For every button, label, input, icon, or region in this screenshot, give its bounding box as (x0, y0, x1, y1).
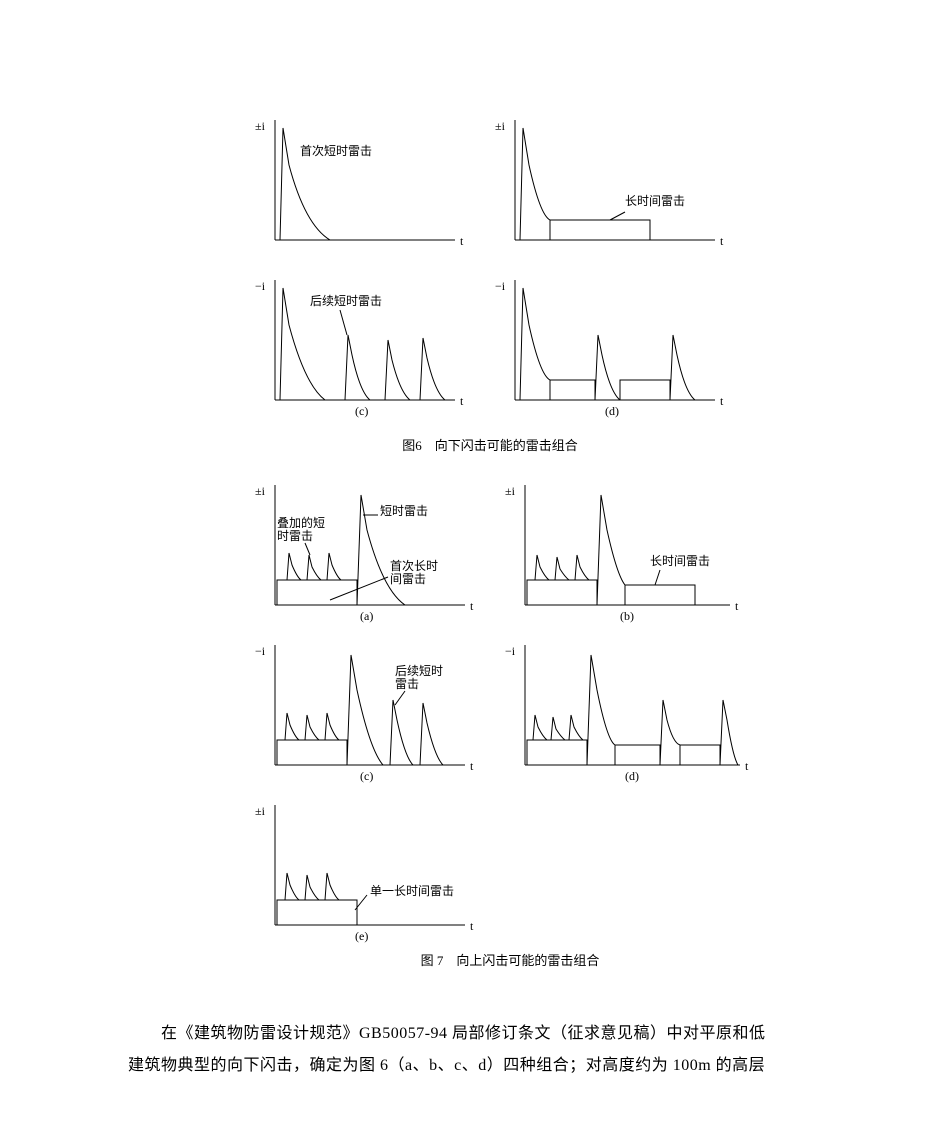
fig7c-sub: (c) (360, 769, 373, 783)
fig6c-label1: 后续短时雷击 (310, 294, 382, 308)
figure-6-svg: ±i t 首次短时雷击 ±i t 长时间雷击 −i (235, 110, 735, 460)
fig6d-ylabel: −i (495, 279, 506, 293)
fig6d-sub: (d) (605, 404, 619, 418)
fig7a-label2: 短时雷击 (380, 504, 428, 518)
fig7b-ylabel: ±i (505, 484, 516, 498)
fig7a-xlabel: t (470, 599, 474, 613)
fig6a-xlabel: t (460, 234, 464, 248)
figure-6-caption: 图6 向下闪击可能的雷击组合 (330, 435, 650, 454)
fig6d-xlabel: t (720, 394, 724, 408)
fig7c-label1-l2: 雷击 (395, 677, 419, 691)
fig6a-ylabel: ±i (255, 119, 266, 133)
fig6c-xlabel: t (460, 394, 464, 408)
body-line-2: 建筑物典型的向下闪击，确定为图 6（a、b、c、d）四种组合；对高度约为 100… (128, 1050, 848, 1082)
fig6b-xlabel: t (720, 234, 724, 248)
fig7e-label1: 单一长时间雷击 (370, 884, 454, 898)
fig7b-xlabel: t (735, 599, 739, 613)
figure-7-svg: ±i t 叠加的短 时雷击 短时雷击 首次长时 间雷击 (a) (235, 475, 755, 965)
fig7e-xlabel: t (470, 919, 474, 933)
fig7a-ylabel: ±i (255, 484, 266, 498)
fig7b-sub: (b) (620, 609, 634, 623)
fig6b-label1: 长时间雷击 (625, 194, 685, 208)
fig7e-sub: (e) (355, 929, 368, 943)
fig7a-label3-l2: 间雷击 (390, 572, 426, 586)
fig6c-sub: (c) (355, 404, 368, 418)
figure-7-caption: 图 7 向上闪击可能的雷击组合 (380, 950, 640, 969)
fig6c-ylabel: −i (255, 279, 266, 293)
figure-6: ±i t 首次短时雷击 ±i t 长时间雷击 −i (235, 110, 735, 460)
fig6b-ylabel: ±i (495, 119, 506, 133)
fig7c-label1-l1: 后续短时 (395, 664, 443, 678)
fig6a-label1: 首次短时雷击 (300, 144, 372, 158)
fig7d-sub: (d) (625, 769, 639, 783)
page: ±i t 首次短时雷击 ±i t 长时间雷击 −i (0, 0, 945, 1123)
fig7a-sub: (a) (360, 609, 373, 623)
figure-7: ±i t 叠加的短 时雷击 短时雷击 首次长时 间雷击 (a) (235, 475, 755, 965)
fig7d-xlabel: t (745, 759, 749, 773)
body-line-1: 在《建筑物防雷设计规范》GB50057-94 局部修订条文（征求意见稿）中对平原… (128, 1018, 848, 1050)
fig7a-label3-l1: 首次长时 (390, 559, 438, 573)
fig7a-label1-l2: 时雷击 (277, 529, 313, 543)
fig7b-label1: 长时间雷击 (650, 554, 710, 568)
fig7e-ylabel: ±i (255, 804, 266, 818)
fig7a-label1-l1: 叠加的短 (277, 515, 325, 530)
fig7c-xlabel: t (470, 759, 474, 773)
fig7c-ylabel: −i (255, 644, 266, 658)
fig7d-ylabel: −i (505, 644, 516, 658)
